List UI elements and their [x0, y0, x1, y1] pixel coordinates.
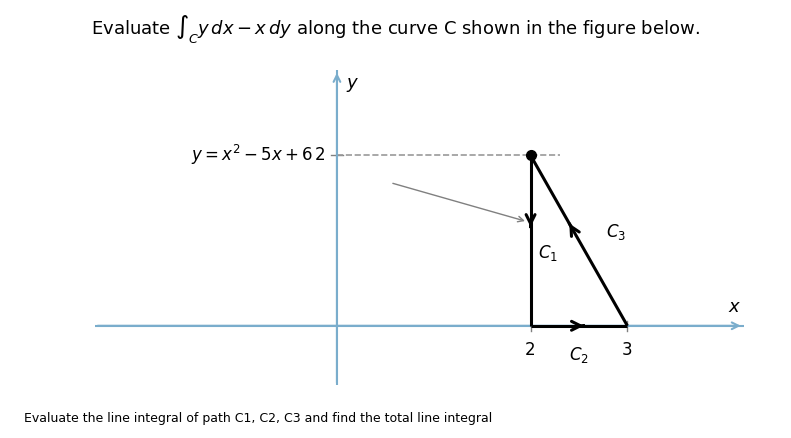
Text: $C_3$: $C_3$: [606, 222, 626, 242]
Text: x: x: [728, 297, 739, 315]
Text: $C_1$: $C_1$: [539, 244, 558, 263]
Text: 3: 3: [622, 341, 633, 359]
Text: $y = x^2 - 5x + 6$: $y = x^2 - 5x + 6$: [191, 143, 312, 167]
Text: $C_2$: $C_2$: [569, 345, 589, 364]
Text: Evaluate the line integral of path C1, C2, C3 and find the total line integral: Evaluate the line integral of path C1, C…: [24, 412, 492, 425]
Text: y: y: [346, 74, 358, 92]
Text: 2: 2: [315, 146, 325, 164]
Text: Evaluate $\int_C y\,dx - x\,dy$ along the curve C shown in the figure below.: Evaluate $\int_C y\,dx - x\,dy$ along th…: [91, 13, 700, 45]
Text: 2: 2: [525, 341, 536, 359]
